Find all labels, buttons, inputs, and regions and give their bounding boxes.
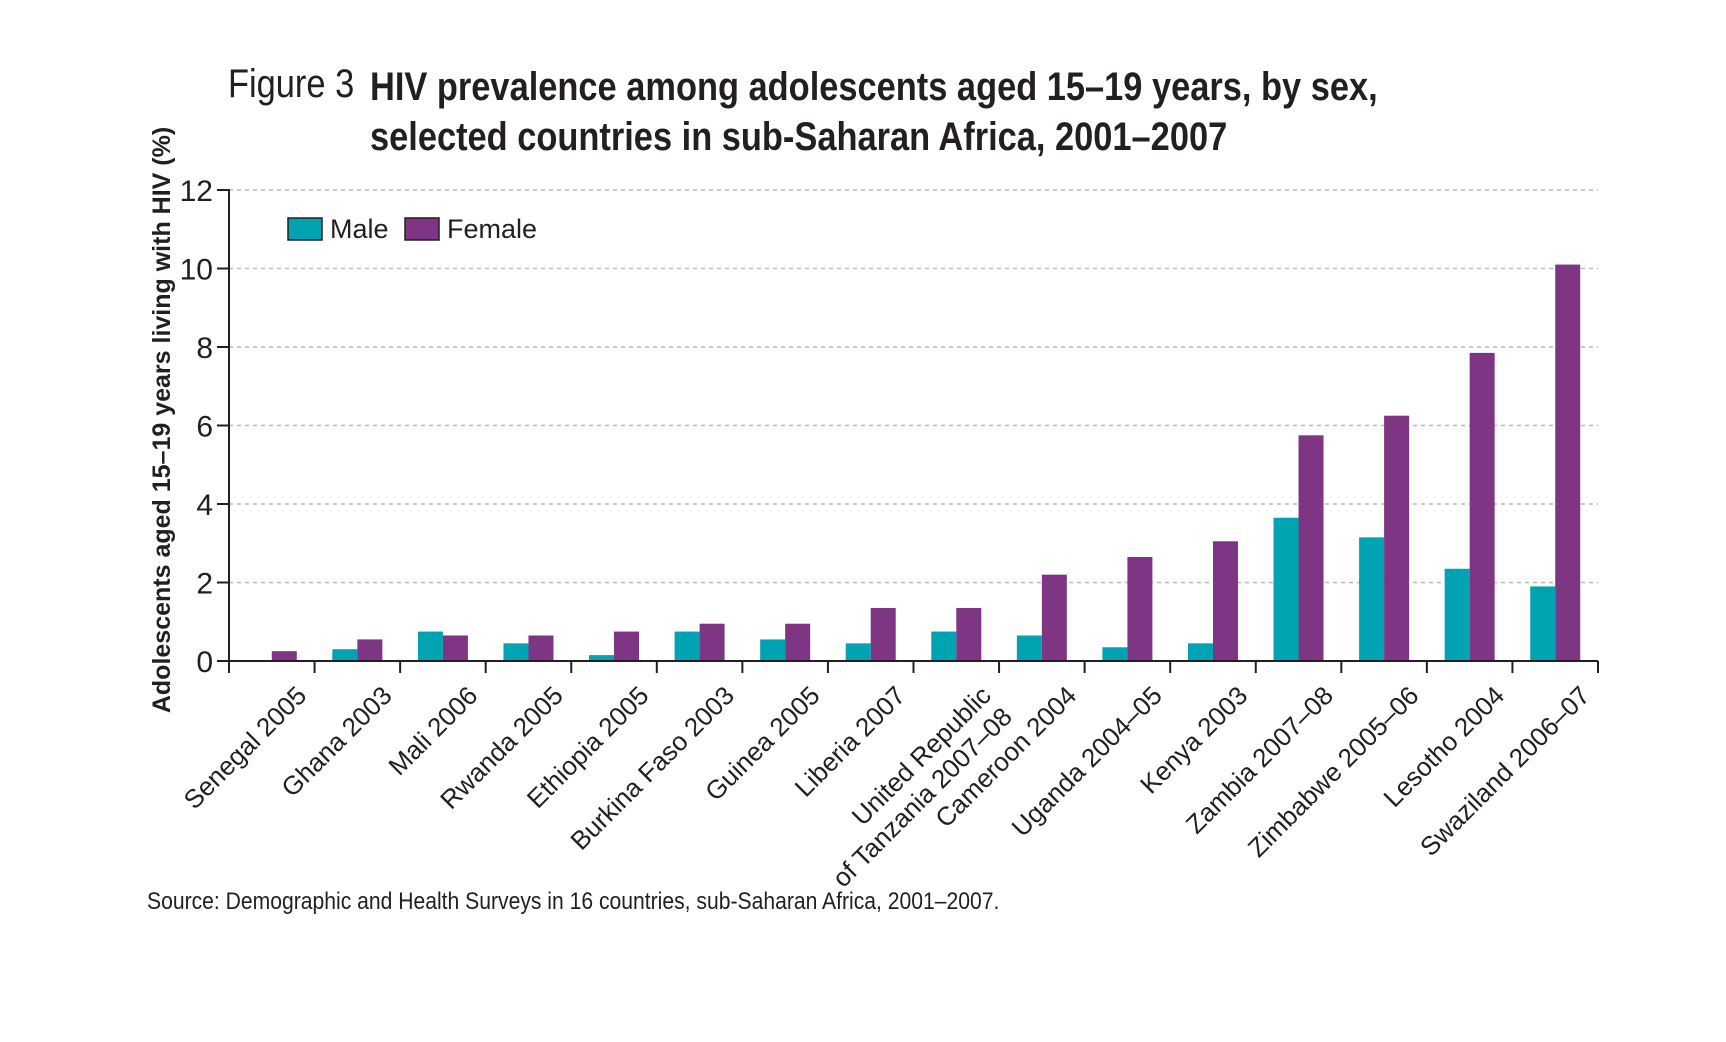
bar-male: [931, 631, 957, 661]
x-tick-label: Burkina Faso 2003: [564, 680, 740, 856]
bar-male: [1016, 635, 1042, 661]
y-tick-label: 8: [196, 332, 213, 365]
bars: [271, 264, 1581, 661]
y-tick-labels: 0 2 4 6 8 10 12: [180, 175, 213, 679]
bar-female: [1041, 574, 1067, 661]
bar-male: [674, 631, 700, 661]
bar-female: [1298, 435, 1324, 661]
source-note: Source: Demographic and Health Surveys i…: [147, 888, 1000, 915]
y-tick-label: 2: [196, 568, 213, 601]
chart-title: HIV prevalence among adolescents aged 15…: [370, 65, 1378, 159]
bar-female: [870, 608, 896, 661]
y-tick-label: 10: [180, 254, 213, 287]
bar-male: [417, 631, 443, 661]
bar-female: [271, 651, 297, 661]
bar-female: [1127, 556, 1153, 661]
legend-swatch-female: [404, 217, 440, 241]
y-tick-label: 0: [196, 646, 213, 679]
legend: Male Female: [287, 214, 537, 244]
x-tick-label: Uganda 2004–05: [1005, 680, 1167, 842]
bar-male: [1444, 568, 1470, 661]
x-tick-label: Zambia 2007–08: [1180, 680, 1339, 839]
bar-female: [1469, 352, 1495, 661]
bar-male: [1273, 517, 1299, 661]
bar-female: [442, 635, 468, 661]
bar-male: [1359, 537, 1385, 661]
bar-female: [1555, 264, 1581, 661]
legend-label-female: Female: [447, 214, 537, 244]
bar-female: [614, 631, 640, 661]
bar-female: [699, 623, 725, 661]
bar-male: [503, 643, 529, 661]
bar-female: [785, 623, 811, 661]
bar-female: [528, 635, 554, 661]
y-tick-label: 4: [196, 489, 213, 522]
y-axis-label: Adolescents aged 15–19 years living with…: [148, 127, 176, 713]
x-tick-label-line: Uganda 2004–05: [1005, 680, 1167, 842]
x-tick-label-line: Zambia 2007–08: [1180, 680, 1339, 839]
legend-label-male: Male: [330, 214, 389, 244]
bar-male: [1530, 586, 1556, 661]
bar-female: [956, 608, 982, 661]
bar-male: [760, 639, 786, 661]
x-tick-label-line: Burkina Faso 2003: [564, 680, 740, 856]
x-tick-label-line: Swaziland 2006–07: [1414, 680, 1596, 862]
bar-male: [332, 649, 358, 661]
y-tick-label: 12: [180, 175, 213, 208]
bar-male: [1187, 643, 1213, 661]
bar-male: [589, 655, 615, 661]
bar-male: [1102, 647, 1128, 661]
bar-female: [1212, 541, 1238, 661]
x-tick-label: Swaziland 2006–07: [1414, 680, 1596, 862]
figure-label: Figure 3: [228, 62, 355, 106]
bar-female: [357, 639, 383, 661]
bar-male: [845, 643, 871, 661]
axes: [217, 189, 1599, 673]
y-tick-label: 6: [196, 411, 213, 444]
bar-female: [1384, 415, 1410, 661]
legend-swatch-male: [287, 217, 323, 241]
